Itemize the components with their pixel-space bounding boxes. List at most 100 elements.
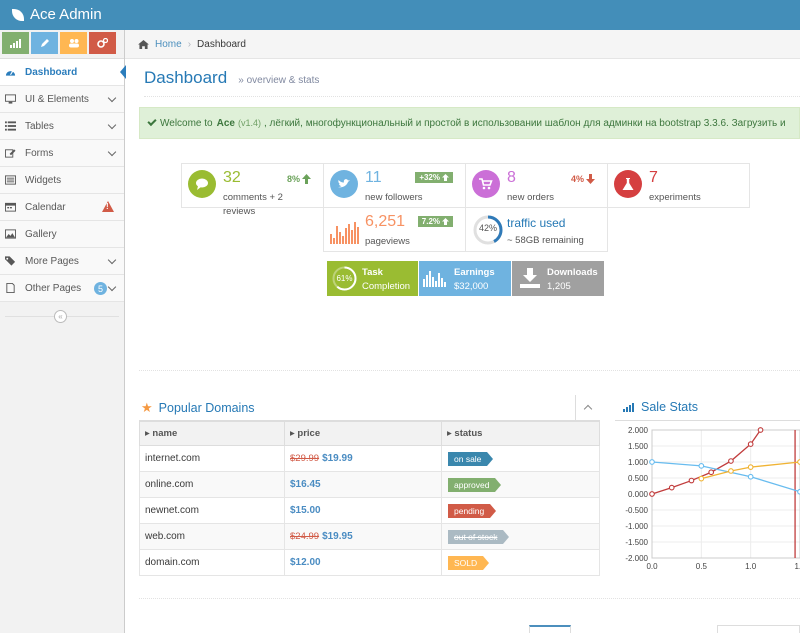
leaf-icon: [12, 8, 24, 21]
section-divider: [139, 370, 800, 371]
breadcrumb-home-link[interactable]: Home: [155, 38, 182, 50]
sale-stats-chart: 2.000 1.500 1.000 0.500 0.000 -0.500 -1.000 -1.…: [625, 426, 800, 571]
sidebar-item-label: Widgets: [25, 174, 62, 186]
sidebar-item-other-pages[interactable]: Other Pages 5: [0, 275, 124, 302]
sidebar-item-calendar[interactable]: Calendar: [0, 194, 124, 221]
column-header-name[interactable]: ▸ name: [139, 421, 285, 446]
sidebar-item-widgets[interactable]: Widgets: [0, 167, 124, 194]
infobox-pageviews: 6,251 pageviews 7.2%: [323, 207, 466, 252]
status-badge: SOLD: [448, 555, 490, 570]
stat-decrease: 4%: [571, 174, 595, 184]
pencil-square-icon: [5, 149, 16, 158]
traffic-title: traffic used: [507, 216, 566, 230]
traffic-remaining: ~ 58GB remaining: [507, 235, 584, 246]
section-divider: [139, 598, 800, 599]
tachometer-icon: [5, 70, 16, 76]
data-point: [698, 462, 705, 469]
shopping-cart-icon: [472, 170, 500, 198]
arrow-up-icon: [442, 174, 449, 181]
domain-status: SOLD: [441, 549, 600, 576]
breadcrumb-separator: ›: [187, 38, 192, 50]
data-point: [728, 458, 734, 464]
y-tick-label: -2.000: [625, 554, 648, 563]
y-tick-label: -0.500: [625, 506, 648, 515]
chevron-down-icon: [107, 147, 117, 157]
sidebar-item-label: Tables: [25, 120, 54, 132]
infobox-number: 11: [365, 169, 382, 186]
column-header-price[interactable]: ▸ price: [284, 421, 442, 446]
infobox-number: 7: [649, 169, 658, 186]
y-tick-label: 1.000: [628, 458, 649, 467]
stat-badge: 7.2%: [417, 216, 453, 227]
y-tick-label: 2.000: [628, 426, 649, 435]
sidebar-item-tables[interactable]: Tables: [0, 113, 124, 140]
users-icon: [68, 39, 79, 48]
sidebar-item-label: Calendar: [25, 201, 66, 213]
infobox-experiments: 7 experiments: [607, 163, 750, 208]
shortcut-edit-button[interactable]: [31, 32, 58, 54]
sidebar-item-more-pages[interactable]: More Pages: [0, 248, 124, 275]
stat-badge: +32%: [415, 172, 453, 183]
table-row: internet.com $29.99 $19.99 on sale: [139, 445, 600, 472]
shortcut-users-button[interactable]: [60, 32, 87, 54]
collapse-widget-button[interactable]: [575, 395, 600, 420]
sidebar-item-label: Dashboard: [25, 66, 78, 78]
twitter-icon: [330, 170, 358, 198]
data-point: [747, 473, 754, 480]
alert-text: , лёгкий, многофункциональный и простой …: [264, 117, 786, 129]
warning-icon: [102, 201, 114, 212]
y-tick-label: 1.500: [628, 442, 649, 451]
task-progress-ring: [332, 266, 357, 291]
data-point: [649, 459, 655, 465]
download-icon: [520, 268, 540, 288]
x-tick-label: 0.0: [646, 562, 658, 571]
sidebar-item-ui-elements[interactable]: UI & Elements: [0, 86, 124, 113]
cogs-icon: [97, 38, 108, 48]
domain-name: online.com: [139, 471, 285, 498]
sidebar-item-gallery[interactable]: Gallery: [0, 221, 124, 248]
table-row: domain.com $12.00 SOLD: [139, 549, 600, 576]
list-alt-icon: [5, 175, 16, 185]
traffic-percent: 42%: [478, 223, 497, 233]
sidebar-item-dashboard[interactable]: Dashboard: [0, 59, 126, 86]
navbar: Ace Admin: [0, 0, 800, 30]
star-icon: ★: [141, 400, 153, 415]
infobox-followers: 11 new followers +32%: [323, 163, 466, 208]
infobox-orders: 8 new orders 4%: [465, 163, 608, 208]
shortcut-stats-button[interactable]: [2, 32, 29, 54]
earnings-value: $32,000: [454, 281, 489, 292]
tab-partial[interactable]: [717, 625, 800, 633]
alert-version: (v1.4): [237, 118, 261, 128]
column-header-status[interactable]: ▸ status: [441, 421, 600, 446]
data-point: [747, 464, 754, 470]
signal-icon: [9, 38, 21, 48]
domain-name: newnet.com: [139, 497, 285, 524]
downloads-box: Downloads 1,205: [512, 261, 604, 296]
shortcut-settings-button[interactable]: [89, 32, 116, 54]
sidebar-collapse-button[interactable]: «: [54, 310, 67, 323]
task-value: Completion: [362, 281, 411, 292]
domain-status: on sale: [441, 445, 600, 472]
domain-price: $24.99 $19.95: [284, 523, 442, 550]
desktop-icon: [5, 94, 16, 104]
status-badge: approved: [448, 477, 502, 492]
arrow-down-icon: [586, 174, 595, 184]
data-point: [649, 491, 655, 497]
picture-icon: [5, 229, 16, 239]
series-line-2: [701, 461, 800, 480]
chevron-down-icon: [107, 93, 117, 103]
alert-brand: Ace: [216, 117, 235, 129]
infobox-number: 32: [223, 169, 241, 186]
infobox-label: new followers: [365, 192, 423, 203]
sidebar-item-forms[interactable]: Forms: [0, 140, 124, 167]
sidebar-item-label: Gallery: [25, 228, 57, 240]
infobox-number: 8: [507, 169, 516, 186]
domain-name: internet.com: [139, 445, 285, 472]
domain-status: out of stock: [441, 523, 600, 550]
sidebar-item-label: More Pages: [25, 255, 79, 267]
brand[interactable]: Ace Admin: [12, 6, 102, 23]
arrow-up-icon: [442, 218, 449, 225]
y-tick-label: -1.000: [625, 522, 648, 531]
tab-partial[interactable]: [529, 625, 571, 633]
page-header: Dashboard » overview & stats: [144, 64, 800, 97]
